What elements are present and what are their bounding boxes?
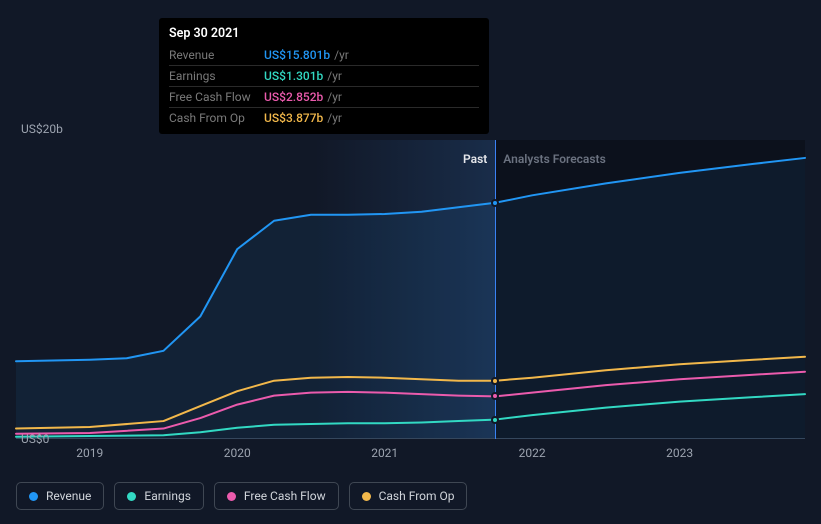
x-axis: 2019 2020 2021 2022 2023 (16, 439, 805, 464)
legend-item-earnings[interactable]: Earnings (114, 482, 204, 510)
marker-free_cash_flow (491, 392, 499, 400)
legend-label: Free Cash Flow (244, 489, 326, 503)
tooltip-row-unit: /yr (327, 111, 342, 125)
legend: Revenue Earnings Free Cash Flow Cash From O… (16, 482, 467, 510)
tooltip-row-unit: /yr (327, 69, 342, 83)
tooltip-row-unit: /yr (334, 48, 349, 62)
tooltip-row: EarningsUS$1.301b/yr (169, 65, 479, 86)
tooltip-row-value: US$2.852b (264, 90, 323, 104)
legend-item-cash-from-op[interactable]: Cash From Op (349, 482, 468, 510)
legend-swatch (362, 492, 371, 501)
legend-swatch (29, 492, 38, 501)
x-tick: 2022 (519, 446, 546, 460)
tooltip-row-value: US$1.301b (264, 69, 323, 83)
legend-swatch (127, 492, 136, 501)
tooltip: Sep 30 2021 RevenueUS$15.801b/yrEarnings… (159, 18, 489, 134)
legend-label: Cash From Op (379, 489, 455, 503)
tooltip-row-label: Revenue (169, 48, 264, 62)
legend-label: Revenue (46, 489, 91, 503)
tooltip-row-unit: /yr (327, 90, 342, 104)
chart-container: Sep 30 2021 RevenueUS$15.801b/yrEarnings… (16, 0, 805, 464)
tooltip-row-value: US$3.877b (264, 111, 323, 125)
tooltip-row-label: Cash From Op (169, 111, 264, 125)
tooltip-row-label: Earnings (169, 69, 264, 83)
tooltip-title: Sep 30 2021 (169, 26, 479, 41)
marker-earnings (491, 416, 499, 424)
y-axis-label-max: US$20b (21, 122, 63, 136)
marker-cash_from_op (491, 377, 499, 385)
x-tick: 2020 (224, 446, 251, 460)
marker-revenue (491, 199, 499, 207)
legend-label: Earnings (144, 489, 191, 503)
tooltip-row-label: Free Cash Flow (169, 90, 264, 104)
tooltip-row: RevenueUS$15.801b/yr (169, 45, 479, 65)
plot-area[interactable]: Past Analysts Forecasts (16, 140, 805, 439)
tooltip-row: Free Cash FlowUS$2.852b/yr (169, 86, 479, 107)
tooltip-row: Cash From OpUS$3.877b/yr (169, 107, 479, 128)
x-tick: 2019 (76, 446, 103, 460)
series-lines (16, 140, 805, 439)
x-tick: 2021 (371, 446, 398, 460)
tooltip-rows: RevenueUS$15.801b/yrEarningsUS$1.301b/yr… (169, 45, 479, 128)
x-tick: 2023 (666, 446, 693, 460)
legend-item-free-cash-flow[interactable]: Free Cash Flow (214, 482, 339, 510)
legend-item-revenue[interactable]: Revenue (16, 482, 104, 510)
legend-swatch (227, 492, 236, 501)
tooltip-row-value: US$15.801b (264, 48, 330, 62)
